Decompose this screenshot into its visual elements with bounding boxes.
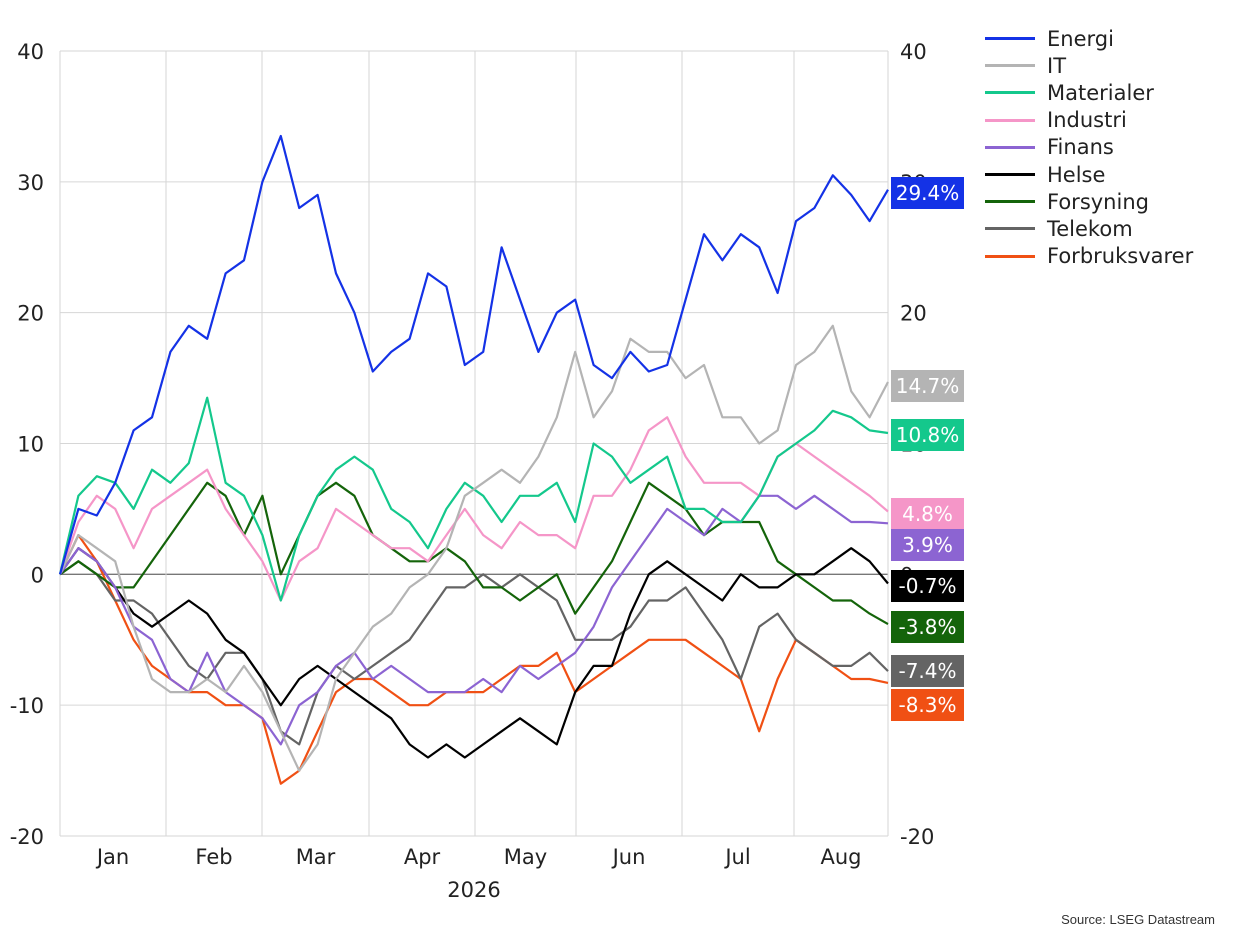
end-label-text: 14.7% (896, 374, 960, 398)
end-label-finans: 3.9% (891, 529, 964, 561)
end-label-text: -3.8% (898, 615, 956, 639)
end-label-box (891, 498, 964, 530)
end-label-box (891, 529, 964, 561)
y-tick-label-left: 20 (17, 302, 44, 326)
series-line-materialer (58, 396, 889, 602)
legend-label: Energi (1047, 26, 1114, 51)
y-tick-label-left: 30 (17, 171, 44, 195)
legend-swatch (985, 37, 1035, 41)
end-label-it: 14.7% (891, 370, 964, 402)
end-label-text: -7.4% (898, 659, 956, 683)
end-label-box (891, 655, 964, 687)
end-label-forsyning: -3.8% (891, 611, 964, 643)
end-label-text: -8.3% (898, 693, 956, 717)
legend-label: Forsyning (1047, 189, 1149, 214)
legend-swatch (985, 64, 1035, 68)
x-axis-year-label: 2026 (447, 878, 500, 902)
x-tick-label: May (504, 845, 547, 869)
series-lines (58, 134, 889, 785)
legend-swatch (985, 227, 1035, 231)
end-label-text: 3.9% (902, 533, 953, 557)
end-label-box (891, 689, 964, 721)
end-labels: 29.4% 14.7% 10.8% 4.8% 3.9% -0.7% -3.8% -7.4% -8… (891, 177, 964, 721)
legend-label: Industri (1047, 108, 1127, 133)
x-tick-label: Jun (611, 845, 646, 869)
x-tick-label: Jul (723, 845, 750, 869)
y-tick-label-left: 0 (31, 563, 44, 587)
x-tick-label: Jan (95, 845, 129, 869)
legend-swatch (985, 145, 1035, 149)
end-label-helse: -0.7% (891, 570, 964, 602)
end-label-box (891, 570, 964, 602)
series-line-forbruksvarer (59, 533, 889, 785)
legend-swatch (985, 91, 1035, 95)
series-line-helse (59, 547, 889, 759)
end-label-box (891, 611, 964, 643)
y-tick-label-right: 40 (900, 40, 927, 64)
end-label-forbruksvarer: -8.3% (891, 689, 964, 721)
legend-swatch (985, 118, 1035, 122)
end-label-box (891, 419, 964, 451)
legend-label: Helse (1047, 162, 1106, 187)
legend-item: IT (985, 52, 1193, 79)
y-tick-label-left: 10 (17, 433, 44, 457)
x-tick-label: Aug (820, 845, 861, 869)
y-tick-label-left: -20 (10, 825, 44, 849)
x-tick-label: Feb (195, 845, 232, 869)
end-label-industri: 4.8% (891, 498, 964, 530)
y-tick-label-right: -20 (900, 825, 934, 849)
end-label-text: 29.4% (896, 181, 960, 205)
end-label-text: -0.7% (898, 574, 956, 598)
end-label-text: 10.8% (896, 423, 960, 447)
legend-swatch (985, 200, 1035, 204)
legend-item: Forbruksvarer (985, 243, 1193, 270)
axes: 404030302020101000-10-10-20-20JanFebMarA… (10, 40, 935, 869)
legend: Energi IT Materialer Industri Finans Helse For… (985, 25, 1193, 270)
x-tick-label: Mar (296, 845, 336, 869)
legend-swatch (985, 173, 1035, 177)
end-label-box (891, 177, 964, 209)
end-label-box (891, 370, 964, 402)
legend-item: Finans (985, 134, 1193, 161)
x-tick-label: Apr (404, 845, 441, 869)
y-tick-label-right: 20 (900, 302, 927, 326)
legend-item: Helse (985, 161, 1193, 188)
legend-item: Energi (985, 25, 1193, 52)
legend-item: Telekom (985, 215, 1193, 242)
legend-item: Forsyning (985, 188, 1193, 215)
series-line-forsyning (59, 481, 889, 626)
y-tick-label-left: 40 (17, 40, 44, 64)
legend-label: Materialer (1047, 80, 1154, 105)
source-note: Source: LSEG Datastream (1061, 912, 1215, 927)
y-tick-label-left: -10 (10, 694, 44, 718)
legend-item: Industri (985, 107, 1193, 134)
legend-label: Finans (1047, 135, 1114, 160)
legend-swatch (985, 254, 1035, 258)
series-line-energi (58, 134, 889, 575)
end-label-telekom: -7.4% (891, 655, 964, 687)
end-label-materialer: 10.8% (891, 419, 964, 451)
series-line-it (59, 324, 889, 772)
end-label-text: 4.8% (902, 502, 953, 526)
legend-label: Telekom (1047, 216, 1133, 241)
end-label-energi: 29.4% (891, 177, 964, 209)
legend-item: Materialer (985, 79, 1193, 106)
series-line-industri (58, 416, 889, 602)
legend-label: Forbruksvarer (1047, 244, 1194, 269)
legend-label: IT (1047, 53, 1067, 78)
